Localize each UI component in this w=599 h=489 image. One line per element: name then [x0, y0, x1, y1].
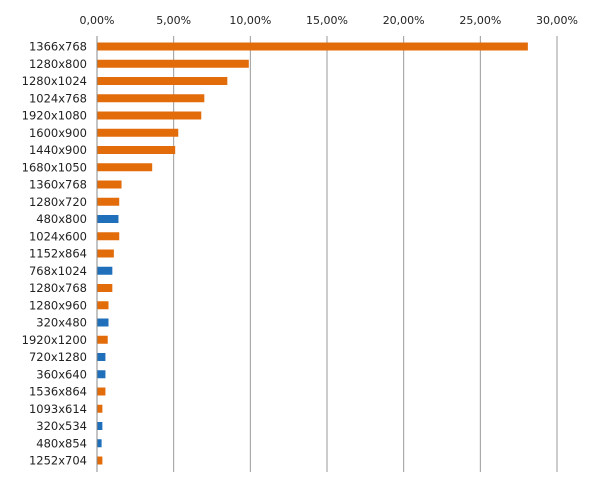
bar-1252x704 — [97, 456, 103, 465]
category-label: 1920x1080 — [22, 109, 87, 123]
category-label: 720x1280 — [29, 350, 87, 364]
bar-1280x1024 — [97, 77, 228, 85]
bars — [97, 42, 528, 465]
bar-1280x800 — [97, 59, 249, 68]
x-tick-label: 15,00% — [306, 14, 348, 27]
bar-1920x1200 — [97, 335, 108, 344]
category-label: 1024x600 — [29, 229, 87, 243]
bar-720x1280 — [97, 353, 106, 361]
bar-480x800 — [97, 215, 119, 223]
category-label: 1280x768 — [29, 281, 87, 295]
x-axis-ticks: 0,00% 5,00% 10,00% 15,00% 20,00% 25,00% 30,00% — [80, 14, 578, 27]
bar-768x1024 — [97, 266, 113, 275]
category-label: 1093x614 — [29, 402, 87, 416]
category-labels: 1366x768 1280x800 1280x1024 1024x768 1920x10… — [22, 40, 87, 468]
bar-1024x600 — [97, 232, 120, 241]
category-label: 480x800 — [36, 212, 87, 226]
category-label: 1600x900 — [29, 126, 87, 140]
bar-480x854 — [97, 439, 102, 448]
x-tick-label: 0,00% — [80, 14, 115, 27]
category-label: 1536x864 — [29, 385, 87, 399]
bar-1024x768 — [97, 94, 205, 103]
category-label: 768x1024 — [29, 264, 87, 278]
x-tick-label: 30,00% — [536, 14, 578, 27]
bar-1360x768 — [97, 180, 122, 189]
category-label: 1280x960 — [29, 298, 87, 312]
category-label: 1920x1200 — [22, 333, 87, 347]
bar-1536x864 — [97, 387, 106, 396]
category-label: 360x640 — [36, 367, 87, 381]
category-label: 1152x864 — [29, 247, 87, 261]
bar-1280x960 — [97, 301, 109, 310]
bar-1366x768 — [97, 42, 528, 51]
bar-1280x720 — [97, 197, 120, 206]
bar-320x480 — [97, 318, 109, 327]
category-label: 1280x800 — [29, 57, 87, 71]
category-label: 1360x768 — [29, 178, 87, 192]
x-tick-label: 25,00% — [459, 14, 501, 27]
bar-1093x614 — [97, 404, 103, 413]
bar-1680x1050 — [97, 163, 153, 172]
bar-1920x1080 — [97, 111, 202, 120]
x-tick-label: 20,00% — [383, 14, 425, 27]
x-tick-label: 5,00% — [156, 14, 191, 27]
category-label: 1680x1050 — [22, 160, 87, 174]
category-label: 1440x900 — [29, 143, 87, 157]
grid-lines — [173, 36, 558, 472]
category-label: 480x854 — [36, 436, 87, 450]
category-label: 1024x768 — [29, 91, 87, 105]
category-label: 1252x704 — [29, 454, 87, 468]
bar-1152x864 — [97, 249, 114, 258]
category-label: 1280x720 — [29, 195, 87, 209]
bar-1280x768 — [97, 284, 113, 292]
bar-320x534 — [97, 422, 103, 430]
bar-1440x900 — [97, 146, 176, 154]
category-label: 1280x1024 — [22, 74, 87, 88]
category-label: 1366x768 — [29, 40, 87, 54]
category-label: 320x480 — [36, 316, 87, 330]
category-label: 320x534 — [36, 419, 87, 433]
bar-1600x900 — [97, 128, 179, 137]
bar-360x640 — [97, 370, 106, 379]
x-tick-label: 10,00% — [229, 14, 271, 27]
